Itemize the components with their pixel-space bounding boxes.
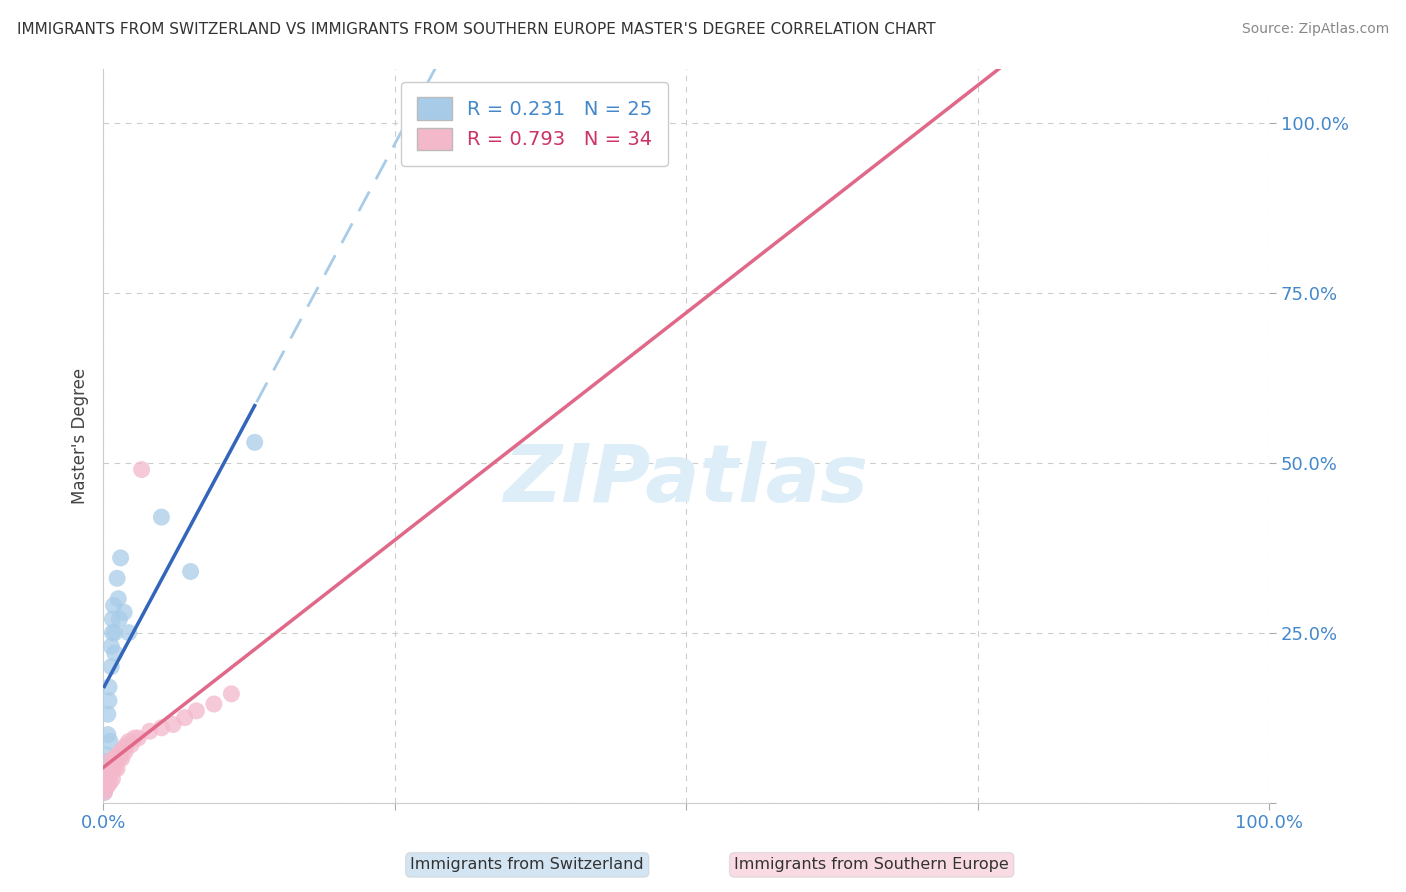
Point [186, 704, 208, 718]
Point [107, 747, 129, 762]
Point [111, 751, 134, 765]
Point [96, 747, 118, 762]
Point [118, 734, 141, 748]
Point [98, 734, 121, 748]
Point [94, 779, 117, 793]
Point [96, 764, 118, 779]
Point [104, 751, 127, 765]
Point [97, 707, 120, 722]
Point [112, 605, 135, 619]
Point [120, 738, 142, 752]
Point [105, 571, 128, 585]
Point [105, 762, 128, 776]
Point [162, 717, 184, 731]
Point [150, 721, 173, 735]
Point [97, 755, 120, 769]
Point [180, 565, 202, 579]
Point [110, 745, 132, 759]
Text: Source: ZipAtlas.com: Source: ZipAtlas.com [1241, 22, 1389, 37]
Point [97, 728, 120, 742]
Point [107, 591, 129, 606]
Point [93, 785, 115, 799]
Point [221, 687, 243, 701]
Point [100, 659, 122, 673]
Point [124, 731, 146, 745]
Point [96, 775, 118, 789]
Point [131, 462, 153, 476]
Point [243, 435, 266, 450]
Y-axis label: Master's Degree: Master's Degree [72, 368, 89, 504]
Point [104, 646, 127, 660]
Point [101, 772, 124, 786]
Text: ZIPatlas: ZIPatlas [503, 441, 869, 518]
Point [101, 625, 124, 640]
Point [94, 755, 117, 769]
Point [100, 640, 122, 654]
Point [118, 625, 141, 640]
Point [103, 599, 125, 613]
Point [93, 785, 115, 799]
Point [114, 745, 136, 759]
Point [100, 764, 122, 779]
Point [127, 731, 149, 745]
Point [103, 751, 125, 765]
Point [139, 724, 162, 739]
Point [97, 693, 120, 707]
Point [112, 741, 135, 756]
Point [97, 680, 120, 694]
Text: Immigrants from Switzerland: Immigrants from Switzerland [411, 857, 644, 872]
Point [104, 762, 127, 776]
Point [108, 612, 131, 626]
Point [98, 775, 121, 789]
Point [101, 612, 124, 626]
Point [110, 550, 132, 565]
Text: Immigrants from Southern Europe: Immigrants from Southern Europe [734, 857, 1010, 872]
Point [150, 510, 173, 524]
Point [173, 711, 195, 725]
Point [103, 762, 125, 776]
Point [104, 625, 127, 640]
Legend: R = 0.231   N = 25, R = 0.793   N = 34: R = 0.231 N = 25, R = 0.793 N = 34 [401, 82, 668, 166]
Point [108, 751, 131, 765]
Text: IMMIGRANTS FROM SWITZERLAND VS IMMIGRANTS FROM SOUTHERN EUROPE MASTER'S DEGREE C: IMMIGRANTS FROM SWITZERLAND VS IMMIGRANT… [17, 22, 935, 37]
Point [97, 779, 120, 793]
Point [97, 768, 120, 782]
Point [94, 782, 117, 797]
Point [202, 697, 225, 711]
Point [115, 738, 138, 752]
